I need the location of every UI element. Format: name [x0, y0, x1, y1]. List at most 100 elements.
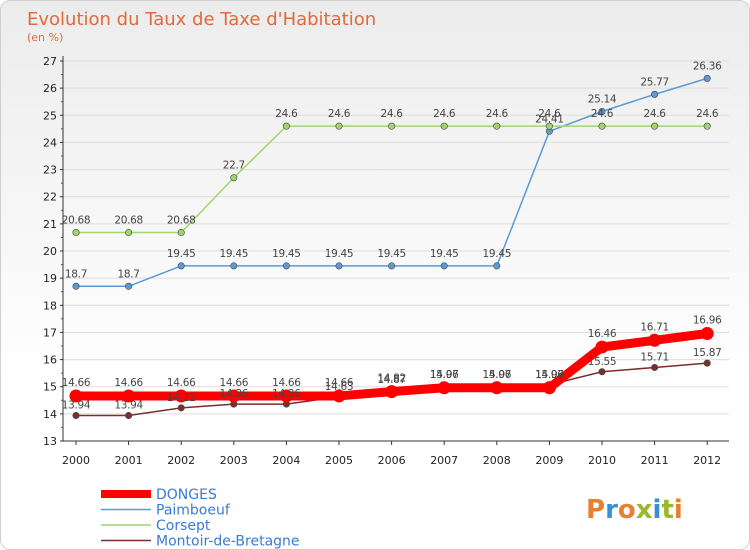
x-tick-label: 2010	[588, 454, 616, 467]
data-point-paimboeuf	[440, 262, 448, 270]
series-corsept	[72, 122, 711, 237]
x-tick-label: 2011	[641, 454, 669, 467]
y-tick-label: 19	[43, 272, 57, 285]
logo-letter: i	[674, 495, 683, 525]
legend-label-donges: DONGES	[156, 487, 217, 503]
legend-label-montoir-de-bretagne: Montoir-de-Bretagne	[156, 534, 300, 550]
data-point-donges	[437, 381, 451, 395]
y-tick-label: 15	[43, 381, 57, 394]
data-labels: 14.66 14.66 14.66 14.66 14.66 14.66 14.82 14.96…	[62, 60, 723, 411]
data-label-montoir-de-bretagne: 14.87	[377, 374, 406, 386]
data-point-corsept	[177, 229, 185, 237]
data-label-montoir-de-bretagne: 15.87	[693, 347, 722, 359]
data-label-montoir-de-bretagne: 13.94	[114, 399, 143, 411]
data-label-corsept: 24.6	[644, 108, 667, 120]
data-point-donges	[595, 340, 609, 354]
data-point-corsept	[282, 122, 290, 130]
data-point-donges	[648, 333, 662, 347]
data-label-donges: 14.96	[535, 369, 564, 381]
data-point-paimboeuf	[703, 74, 711, 82]
x-tick-label: 2005	[325, 454, 353, 467]
data-label-paimboeuf: 25.77	[640, 76, 669, 88]
data-point-donges	[490, 381, 504, 395]
data-label-donges: 14.96	[430, 369, 459, 381]
x-tick-label: 2000	[62, 454, 90, 467]
data-point-donges	[69, 389, 83, 403]
data-point-donges	[700, 327, 714, 341]
data-point-corsept	[72, 229, 80, 237]
data-point-paimboeuf	[335, 262, 343, 270]
data-point-paimboeuf	[651, 90, 659, 98]
logo-letter: r	[605, 495, 618, 525]
data-label-paimboeuf: 18.7	[65, 268, 87, 280]
data-point-montoir-de-bretagne	[703, 359, 711, 367]
data-label-paimboeuf: 25.14	[588, 93, 617, 105]
series-group	[69, 74, 714, 419]
data-point-montoir-de-bretagne	[177, 404, 185, 412]
logo-letter: P	[586, 495, 605, 525]
data-point-paimboeuf	[230, 262, 238, 270]
data-label-donges: 14.66	[272, 377, 301, 389]
data-point-corsept	[598, 122, 606, 130]
x-tick-label: 2001	[115, 454, 143, 467]
data-label-corsept: 24.6	[591, 108, 614, 120]
data-point-corsept	[125, 229, 133, 237]
data-label-corsept: 22.7	[223, 160, 245, 172]
x-tick-label: 2009	[535, 454, 563, 467]
proxiti-logo: Proxiti	[586, 495, 683, 525]
y-tick-label: 18	[43, 299, 57, 312]
y-tick-label: 24	[43, 136, 57, 149]
data-label-corsept: 24.6	[486, 108, 509, 120]
data-label-montoir-de-bretagne: 14.22	[167, 392, 196, 404]
legend-label-paimboeuf: Paimboeuf	[156, 503, 231, 519]
data-point-donges	[385, 385, 399, 399]
logo-letter: o	[618, 495, 636, 525]
logo-letter: t	[661, 495, 673, 525]
grid	[63, 60, 729, 415]
data-label-paimboeuf: 19.45	[430, 248, 459, 260]
data-point-corsept	[440, 122, 448, 130]
x-tick-label: 2004	[272, 454, 300, 467]
data-point-donges	[279, 389, 293, 403]
data-label-donges: 16.71	[640, 321, 669, 333]
data-point-montoir-de-bretagne	[598, 368, 606, 376]
logo-letter: x	[636, 495, 653, 525]
data-point-paimboeuf	[282, 262, 290, 270]
data-label-donges: 16.96	[693, 315, 722, 327]
y-tick-label: 21	[43, 218, 57, 231]
y-tick-label: 13	[43, 435, 57, 448]
data-label-paimboeuf: 19.45	[220, 248, 249, 260]
data-point-paimboeuf	[388, 262, 396, 270]
data-label-corsept: 24.6	[381, 108, 404, 120]
data-label-paimboeuf: 19.45	[325, 248, 354, 260]
y-tick-label: 27	[43, 55, 57, 68]
data-label-paimboeuf: 19.45	[272, 248, 301, 260]
data-point-donges	[174, 389, 188, 403]
data-point-paimboeuf	[177, 262, 185, 270]
data-point-montoir-de-bretagne	[125, 411, 133, 419]
data-label-donges: 14.96	[483, 369, 512, 381]
logo-letter: i	[653, 495, 662, 525]
data-label-paimboeuf: 19.45	[167, 248, 196, 260]
data-label-montoir-de-bretagne: 15.07	[430, 369, 459, 381]
data-point-corsept	[703, 122, 711, 130]
data-point-montoir-de-bretagne	[72, 411, 80, 419]
legend-label-corsept: Corsept	[156, 518, 211, 534]
data-label-paimboeuf: 26.36	[693, 60, 722, 72]
data-point-paimboeuf	[72, 282, 80, 290]
data-label-donges: 14.82	[377, 373, 406, 385]
legend: DONGESPaimboeufCorseptMontoir-de-Bretagn…	[101, 487, 300, 550]
data-label-montoir-de-bretagne: 15.55	[588, 356, 617, 368]
data-label-montoir-de-bretagne: 13.94	[62, 399, 91, 411]
data-label-montoir-de-bretagne: 14.63	[325, 381, 354, 393]
y-tick-label: 22	[43, 191, 57, 204]
x-tick-label: 2012	[693, 454, 721, 467]
data-label-donges: 14.66	[114, 377, 143, 389]
data-point-paimboeuf	[493, 262, 501, 270]
x-tick-label: 2007	[430, 454, 458, 467]
data-label-montoir-de-bretagne: 15.07	[483, 369, 512, 381]
data-point-donges	[227, 389, 241, 403]
x-tick-label: 2002	[167, 454, 195, 467]
y-tick-label: 16	[43, 354, 57, 367]
